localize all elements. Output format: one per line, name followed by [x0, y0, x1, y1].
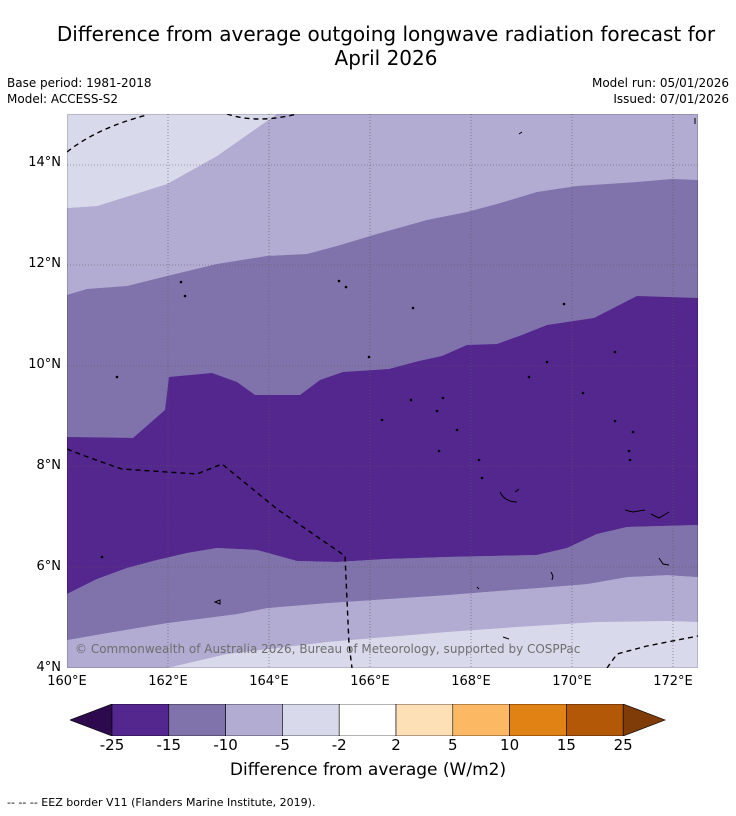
islands [100, 118, 696, 640]
x-tick-168e: 168°E [451, 674, 491, 689]
x-tick-160e: 160°E [47, 674, 87, 689]
meta-right: Model run: 05/01/2026 Issued: 07/01/2026 [592, 75, 729, 107]
meta-left: Base period: 1981-2018 Model: ACCESS-S2 [7, 75, 152, 107]
forecast-map: © Commonwealth of Australia 2026, Bureau… [67, 114, 698, 668]
model-name: Model: ACCESS-S2 [7, 92, 119, 106]
colorbar-cell [395, 704, 454, 736]
y-tick-4n: 4°N [36, 660, 62, 675]
colorbar-cell [111, 704, 170, 736]
x-tick-166e: 166°E [350, 674, 390, 689]
colorbar-tick-label: -25 [99, 736, 125, 754]
colorbar-extend-high [622, 704, 666, 736]
x-tick-172e: 172°E [653, 674, 693, 689]
band-minus5-to-minus2-upper-fix [67, 114, 277, 208]
y-tick-8n: 8°N [36, 458, 62, 473]
eez-borders [67, 114, 698, 668]
band-minus15-to-minus10-lower [67, 525, 698, 640]
colorbar-tick-label: -10 [213, 736, 238, 754]
colorbar-tick-label: -15 [156, 736, 182, 754]
eez-footnote: -- -- -- EEZ border V11 (Flanders Marine… [7, 796, 316, 809]
y-tick-14n: 14°N [28, 155, 61, 170]
x-tick-164e: 164°E [249, 674, 289, 689]
chart-title: Difference from average outgoing longwav… [0, 22, 736, 70]
colorbar-cell [225, 704, 283, 736]
colorbar-cell [452, 704, 510, 736]
colorbar-tick-label: 15 [556, 736, 576, 754]
colorbar [70, 704, 666, 736]
colorbar-cell [168, 704, 226, 736]
map-frame [67, 114, 698, 668]
model-run: Model run: 05/01/2026 [591, 76, 729, 90]
title-line-1: Difference from average outgoing longwav… [56, 22, 716, 46]
colorbar-cell [338, 704, 397, 736]
colorbar-tick-label: -5 [274, 736, 290, 754]
y-tick-10n: 10°N [28, 357, 61, 372]
colorbar-tick-label: -2 [331, 736, 347, 754]
colorbar-cell [566, 704, 624, 736]
copyright-notice: © Commonwealth of Australia 2026, Bureau… [75, 642, 580, 656]
y-tick-12n: 12°N [28, 256, 61, 271]
colorbar-cell [509, 704, 567, 736]
colorbar-tick-label: 25 [613, 736, 633, 754]
colorbar-tick-label: 10 [500, 736, 520, 754]
base-period: Base period: 1981-2018 [7, 76, 152, 90]
y-tick-6n: 6°N [36, 559, 62, 574]
colorbar-tick-label: 2 [391, 736, 401, 754]
x-tick-170e: 170°E [552, 674, 592, 689]
colorbar-cell [282, 704, 340, 736]
colorbar-label: Difference from average (W/m2) [229, 760, 507, 780]
issued-date: Issued: 07/01/2026 [613, 92, 729, 106]
colorbar-tick-label: 5 [448, 736, 458, 754]
band-minus25-to-minus15 [67, 296, 698, 594]
title-line-2: April 2026 [334, 46, 438, 70]
colorbar-extend-low [70, 704, 113, 736]
x-tick-162e: 162°E [148, 674, 188, 689]
gridlines [67, 114, 698, 668]
band-minus5-to-minus2-lower [167, 621, 698, 668]
